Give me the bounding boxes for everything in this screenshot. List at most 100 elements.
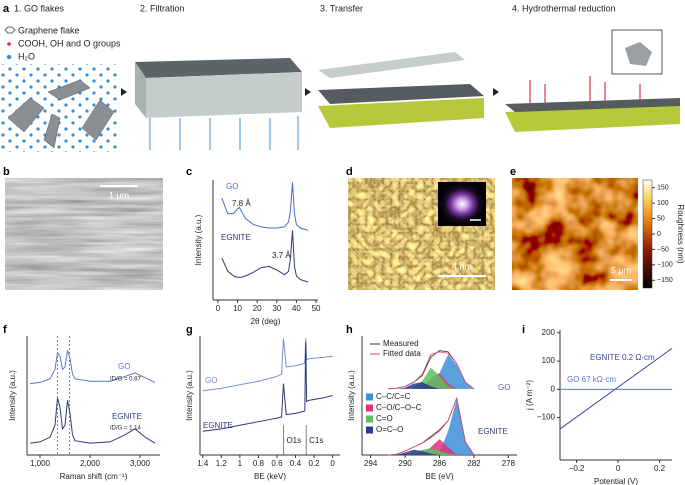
- colorbar-tick-label: −100: [657, 262, 673, 269]
- x-tick-label: 0.2: [654, 464, 666, 473]
- fit-component: [387, 448, 474, 455]
- x-tick-label: 2,000: [80, 459, 101, 468]
- colorbar-tick-label: 0: [657, 231, 661, 238]
- arrows: [121, 88, 499, 96]
- y-tick-label: −100: [537, 413, 556, 422]
- series-label: GO 67 kΩ·cm: [567, 375, 616, 384]
- x-axis-label: BE (keV): [254, 472, 286, 481]
- colorbar-tick-label: 50: [657, 215, 665, 222]
- panel-label: f: [3, 324, 7, 336]
- series-line: [202, 338, 333, 392]
- series-label: EGNITE: [221, 233, 251, 242]
- x-tick-label: 0.4: [290, 459, 302, 468]
- x-tick-label: 286: [433, 459, 447, 468]
- rgo-film: [505, 98, 680, 112]
- legend-icon: [7, 42, 11, 46]
- x-tick-label: 0.8: [253, 459, 265, 468]
- legend-text: H₂O: [18, 51, 35, 61]
- fitted-line: [387, 396, 475, 456]
- colorbar: [642, 179, 653, 289]
- substrate: [505, 104, 680, 132]
- legend-icon: [6, 54, 12, 60]
- series-line: [202, 341, 333, 432]
- legend-swatch: [366, 393, 373, 401]
- legend-text: C–C/C=C: [376, 392, 411, 401]
- legend-text: Measured: [383, 339, 419, 348]
- panel-label: a: [3, 3, 10, 15]
- fit-component: [387, 449, 474, 455]
- colorbar-tick-label: 150: [657, 185, 669, 192]
- series-line: [29, 350, 156, 385]
- fitted-line: [387, 351, 475, 390]
- flow-arrows: [149, 116, 299, 150]
- fit-component: [387, 354, 474, 389]
- series-label: GO: [118, 362, 130, 371]
- legend-swatch: [366, 404, 373, 412]
- x-tick-label: 10: [233, 304, 242, 313]
- series-line: [221, 230, 309, 283]
- x-tick-label: 0: [330, 459, 335, 468]
- x-tick-label: 294: [364, 459, 378, 468]
- colorbar-tick-label: −150: [657, 277, 673, 284]
- panel-label: d: [346, 166, 353, 178]
- x-axis-label: Potential (V): [594, 477, 638, 485]
- colorbar-label: Roughness (nm): [676, 204, 685, 263]
- y-axis-label: Intensity (a.u.): [8, 370, 17, 421]
- film: [318, 84, 484, 104]
- annotation: 3.7 Å: [272, 251, 291, 260]
- x-tick-label: 1.2: [216, 459, 228, 468]
- membrane-side: [135, 62, 146, 118]
- sample-label: GO: [498, 383, 510, 392]
- x-tick-label: 1: [238, 459, 243, 468]
- membrane-top: [135, 58, 302, 78]
- y-axis-label: Intensity (a.u.): [194, 214, 203, 265]
- zoom-flake: [625, 42, 652, 66]
- y-tick-label: 100: [542, 356, 556, 365]
- y-axis-label: j (A m⁻²): [525, 380, 534, 411]
- step-label: 2. Filtration: [140, 3, 185, 13]
- annotation: ID/G = 0.87: [110, 377, 142, 383]
- panel-label: e: [510, 166, 516, 178]
- series-label: EGNITE: [203, 421, 233, 430]
- y-axis-label: Intensity (a.u.): [185, 370, 194, 421]
- x-axis-label: 2θ (deg): [251, 317, 281, 326]
- panel-label: b: [3, 166, 10, 178]
- legend-text: C=O: [376, 414, 393, 423]
- y-tick-label: 0: [551, 384, 556, 393]
- fft-inset: [438, 182, 486, 226]
- peak-label: O1s: [286, 436, 301, 445]
- y-axis-label: Intensity (a.u.): [347, 370, 356, 421]
- x-tick-label: 1,000: [30, 459, 51, 468]
- x-tick-label: 278: [502, 459, 516, 468]
- annotation: 7.8 Å: [232, 199, 251, 208]
- peak-label: C1s: [309, 436, 323, 445]
- scale-label: 4 nm: [452, 261, 472, 271]
- x-tick-label: 50: [312, 304, 321, 313]
- sample-label: EGNITE: [478, 427, 508, 436]
- colorbar-tick-label: −50: [657, 246, 669, 253]
- panel-label: c: [186, 166, 192, 178]
- flakes: [7, 79, 115, 149]
- legend-swatch: [366, 415, 373, 423]
- step-label: 1. GO flakes: [14, 3, 65, 13]
- fit-component: [387, 399, 474, 455]
- series-label: EGNITE 0.2 Ω·cm: [590, 353, 655, 362]
- x-tick-label: 290: [398, 459, 412, 468]
- fit-component: [387, 382, 474, 389]
- legend-text: Graphene flake: [18, 25, 80, 35]
- panel-label: h: [346, 324, 353, 336]
- x-tick-label: 0: [216, 304, 221, 313]
- x-tick-label: 20: [253, 304, 262, 313]
- series-line: [559, 347, 673, 430]
- panel-label: i: [522, 324, 525, 336]
- x-tick-label: 0.2: [308, 459, 320, 468]
- x-axis-label: Raman shift (cm⁻¹): [60, 472, 128, 481]
- sem-image: [5, 178, 163, 290]
- x-tick-label: −0.2: [569, 464, 585, 473]
- series-label: GO: [226, 182, 238, 191]
- x-tick-label: 0.6: [271, 459, 283, 468]
- step-label: 3. Transfer: [320, 3, 363, 13]
- scale-label: 5 μm: [611, 265, 631, 275]
- legend-swatch: [366, 426, 373, 434]
